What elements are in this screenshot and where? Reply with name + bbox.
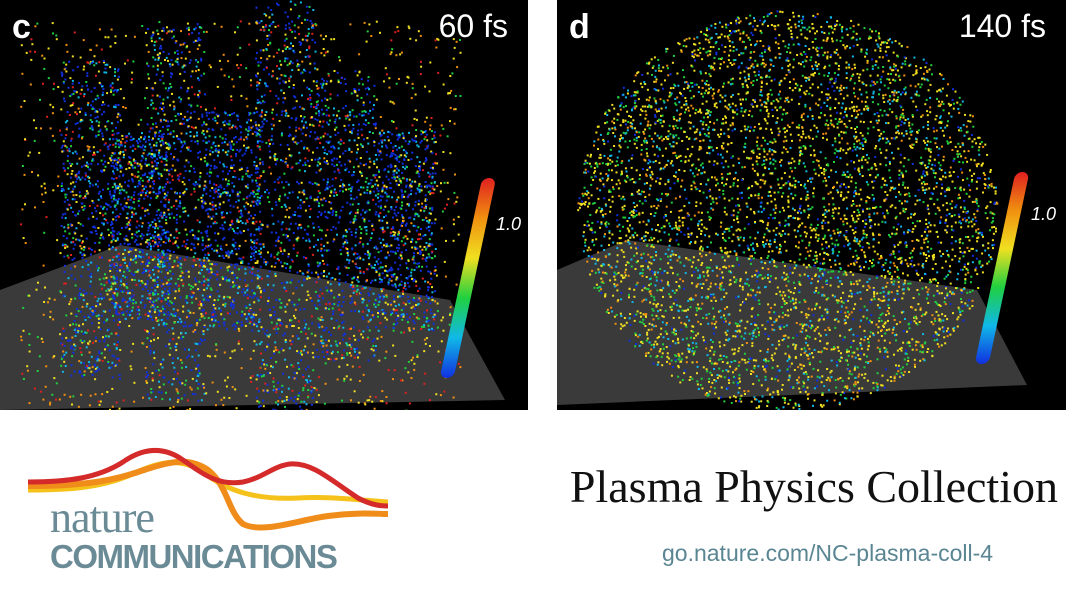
particles-c [20, 0, 462, 410]
collection-url-link[interactable]: go.nature.com/NC-plasma-coll-4 [662, 540, 994, 566]
particle-plot-c [0, 0, 505, 410]
panel-letter-c: c [12, 8, 31, 46]
simulation-panel-d: d 140 fs 1.0 [557, 0, 1066, 410]
panel-letter-d: d [569, 8, 590, 46]
logo-nature-text: nature [50, 493, 155, 542]
logo-wave-orange [28, 458, 389, 531]
logo-communications-text: COMMUNICATIONS [50, 538, 338, 575]
nature-communications-logo [28, 447, 389, 531]
collection-title: Plasma Physics Collection [569, 461, 1058, 512]
simulation-panel-c: c 60 fs 1.0 [0, 0, 528, 410]
colorbar [975, 172, 1029, 364]
logo-wave-red [28, 447, 389, 509]
colorbar-label-d: 1.0 [1031, 204, 1057, 224]
floor-plane [557, 240, 1027, 405]
colorbar [440, 178, 495, 378]
colorbar-label-c: 1.0 [496, 214, 522, 234]
particle-plot-d [557, 10, 1029, 410]
panel-time-c: 60 fs [438, 8, 508, 44]
panel-time-d: 140 fs [958, 8, 1046, 44]
particles-d [577, 10, 999, 410]
